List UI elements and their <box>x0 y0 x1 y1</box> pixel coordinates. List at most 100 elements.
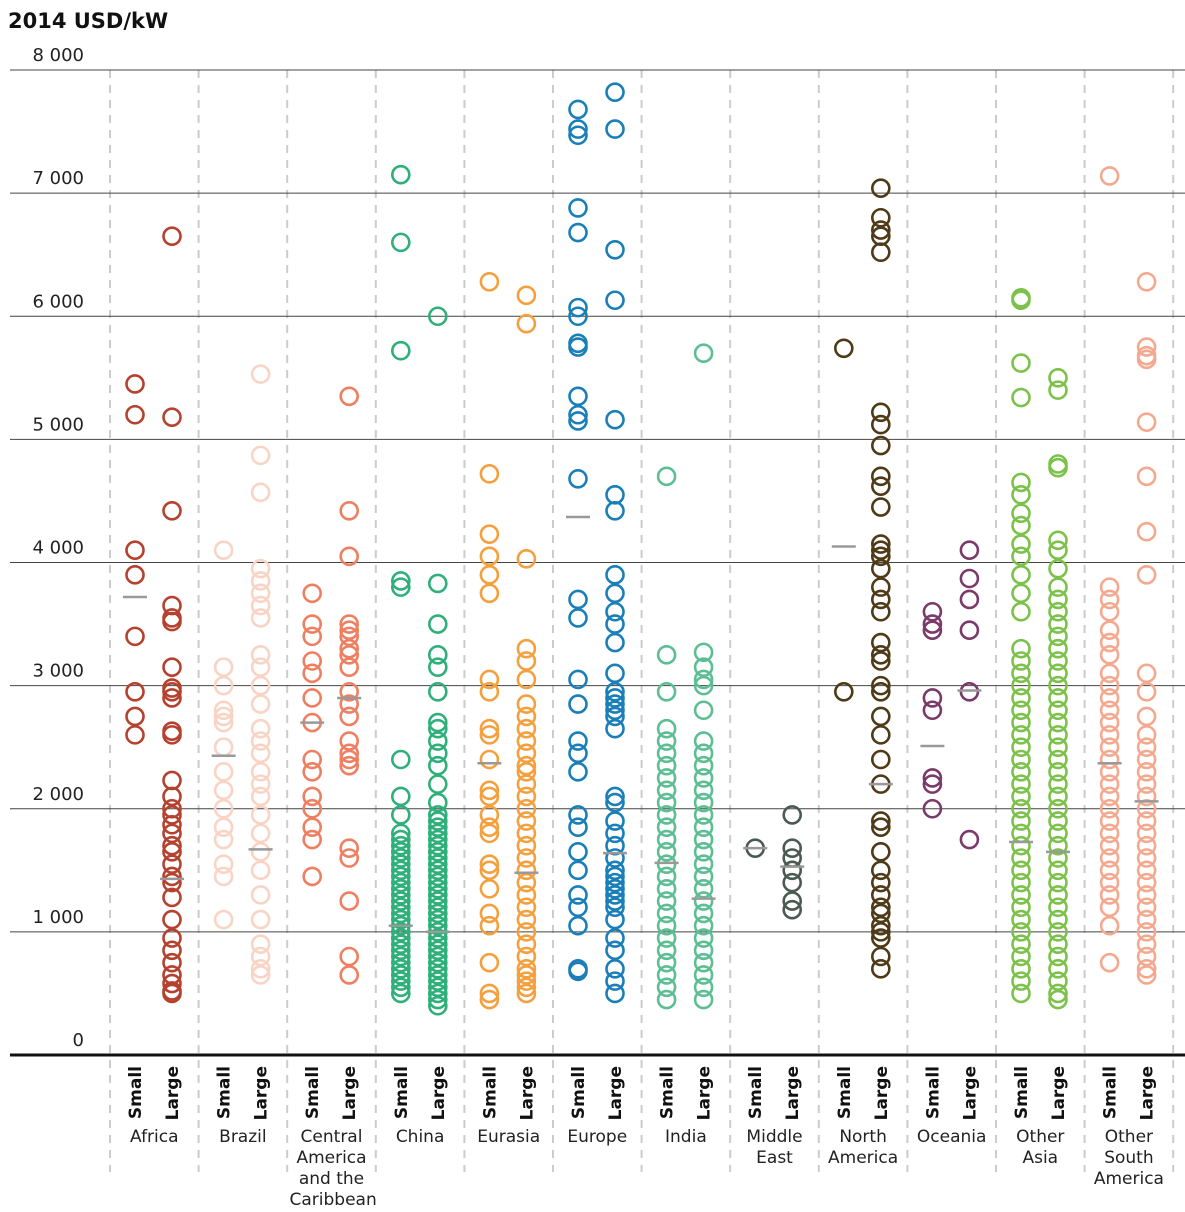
point <box>516 977 537 998</box>
point <box>605 823 625 844</box>
y-tick-label: 8 000 <box>32 45 84 66</box>
y-tick-label: 1 000 <box>32 907 84 928</box>
size-label: Large <box>960 1066 980 1120</box>
point <box>656 903 677 924</box>
point <box>250 823 271 844</box>
point <box>1048 885 1068 905</box>
point <box>656 731 677 751</box>
point <box>427 891 448 911</box>
point <box>605 688 625 708</box>
point <box>568 915 588 936</box>
point <box>302 817 323 838</box>
size-label: Large <box>163 1066 183 1120</box>
point <box>390 946 411 967</box>
point <box>479 823 500 844</box>
point <box>516 694 537 714</box>
point <box>568 694 588 714</box>
point <box>162 983 182 1004</box>
point <box>162 805 182 825</box>
point <box>427 774 448 794</box>
point <box>339 546 360 567</box>
point <box>479 749 500 770</box>
point <box>1011 472 1031 493</box>
point <box>693 675 714 696</box>
point <box>213 854 234 874</box>
point <box>390 897 411 918</box>
point <box>390 928 411 948</box>
point <box>213 829 234 850</box>
point <box>1048 798 1068 819</box>
point <box>870 897 891 918</box>
point <box>1099 166 1120 186</box>
point <box>870 903 891 924</box>
point <box>870 872 891 893</box>
point <box>427 903 448 924</box>
point <box>390 872 411 893</box>
point <box>390 959 411 979</box>
point <box>390 983 411 1004</box>
point <box>427 573 448 594</box>
point <box>870 497 891 517</box>
point <box>390 952 411 973</box>
point <box>250 743 271 764</box>
point <box>390 860 411 881</box>
point <box>1011 651 1031 671</box>
point <box>693 842 714 862</box>
point <box>427 989 448 1010</box>
point <box>390 903 411 924</box>
point <box>605 848 625 868</box>
point <box>516 811 537 831</box>
point <box>605 928 625 948</box>
point <box>1048 811 1068 831</box>
point <box>250 885 271 905</box>
point <box>302 663 323 684</box>
point <box>390 232 411 253</box>
point <box>1099 577 1120 597</box>
point <box>427 743 448 764</box>
point <box>516 922 537 942</box>
region-label: Other Asia <box>1016 1127 1065 1168</box>
point <box>605 601 625 622</box>
point <box>656 817 677 838</box>
point <box>870 860 891 881</box>
point <box>1011 546 1031 567</box>
point <box>516 313 537 334</box>
point <box>427 940 448 961</box>
point <box>782 891 803 911</box>
point <box>479 583 500 604</box>
point <box>922 700 943 721</box>
point <box>516 798 537 819</box>
point <box>1011 971 1031 991</box>
point <box>1011 663 1031 684</box>
point <box>339 681 360 702</box>
point <box>162 866 182 887</box>
point <box>390 878 411 899</box>
point <box>1011 922 1031 942</box>
point <box>656 928 677 948</box>
point <box>1136 909 1157 930</box>
point <box>479 718 500 739</box>
point <box>516 731 537 751</box>
size-label: Small <box>835 1066 855 1119</box>
point <box>427 872 448 893</box>
point <box>1011 909 1031 930</box>
point <box>339 706 360 727</box>
point <box>1048 380 1068 400</box>
point <box>1136 565 1157 585</box>
point <box>516 897 537 918</box>
point <box>870 842 891 862</box>
size-label: Large <box>1138 1066 1158 1120</box>
point <box>250 595 271 616</box>
point <box>605 119 625 139</box>
size-label: Small <box>658 1066 678 1119</box>
point <box>516 285 537 306</box>
point <box>1136 466 1157 487</box>
point <box>568 842 588 862</box>
point <box>427 965 448 985</box>
point <box>568 731 588 751</box>
point <box>605 786 625 807</box>
point <box>1011 835 1031 856</box>
point <box>213 712 234 733</box>
point <box>250 657 271 677</box>
